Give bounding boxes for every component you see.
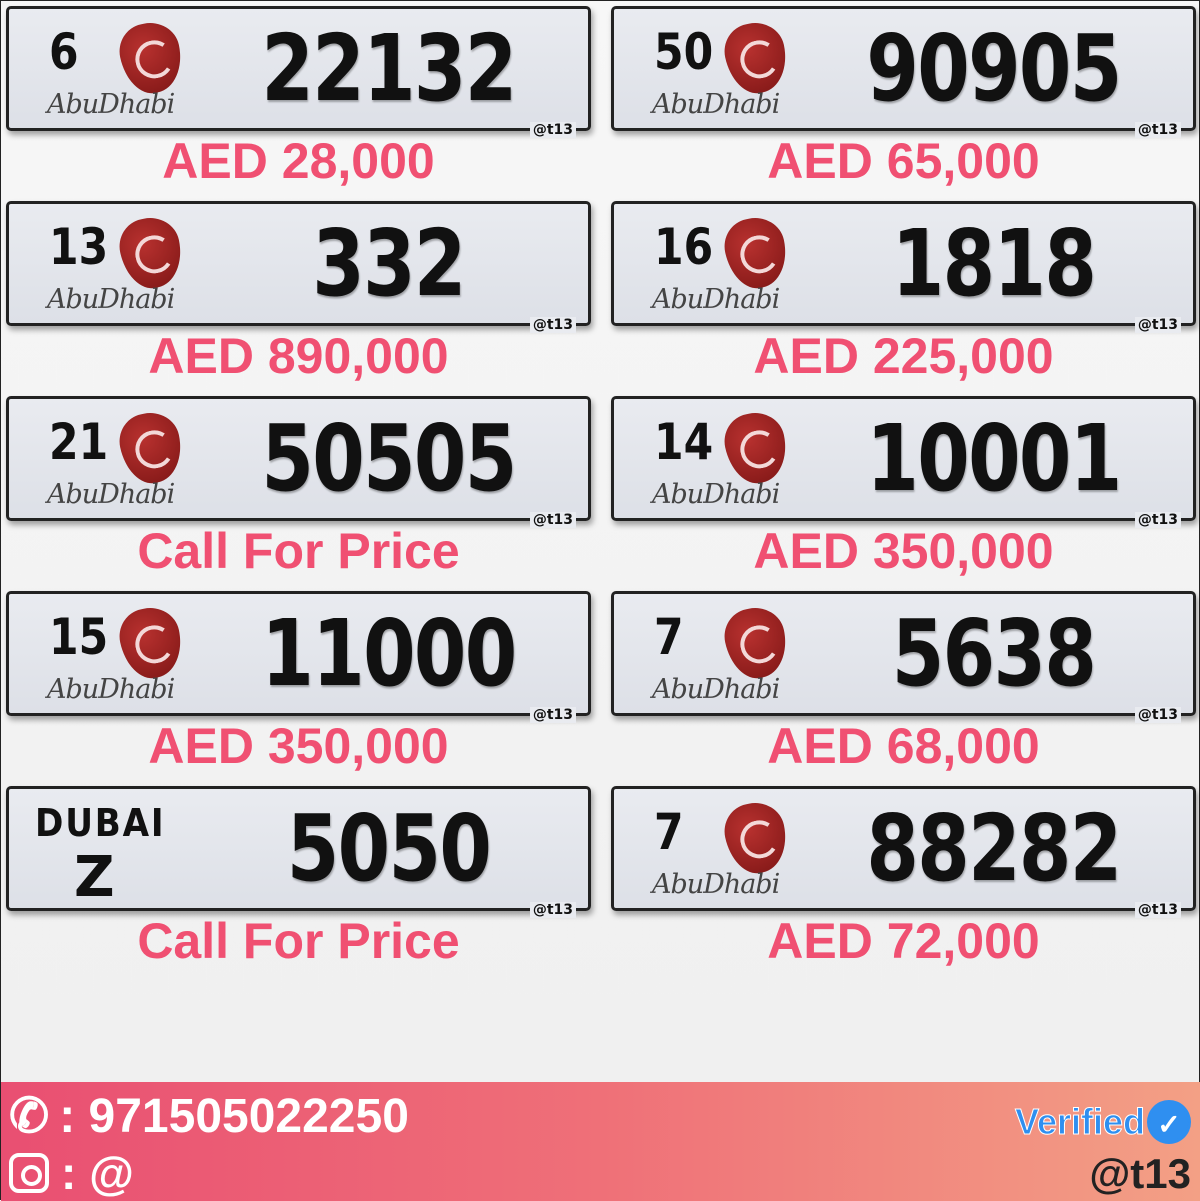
plate-price: AED 225,000 bbox=[753, 328, 1054, 384]
plate-listing[interactable]: 7 AbuDhabi 5638 @t13 AED 68,000 bbox=[611, 591, 1196, 786]
abu-dhabi-logo-icon bbox=[719, 407, 793, 489]
watermark: @t13 bbox=[1134, 317, 1181, 333]
plate-number: 90905 bbox=[866, 15, 1122, 122]
plate-price: AED 28,000 bbox=[162, 133, 435, 189]
plate-number: 332 bbox=[312, 210, 466, 317]
account-handle: @t13 bbox=[1089, 1150, 1191, 1197]
plate-price: AED 65,000 bbox=[767, 133, 1040, 189]
emirate-label: AbuDhabi bbox=[652, 284, 780, 315]
phone-number: : 971505022250 bbox=[59, 1089, 409, 1143]
license-plate: DUBAI Z 5050 @t13 bbox=[6, 786, 591, 918]
verified-check-icon: ✓ bbox=[1147, 1100, 1191, 1144]
plate-price: AED 68,000 bbox=[767, 718, 1040, 774]
plate-price: Call For Price bbox=[137, 523, 460, 579]
plate-listing[interactable]: 14 AbuDhabi 10001 @t13 AED 350,000 bbox=[611, 396, 1196, 591]
emirate-label: AbuDhabi bbox=[47, 89, 175, 120]
emirate-label: AbuDhabi bbox=[652, 479, 780, 510]
verified-label: Verified bbox=[1014, 1101, 1145, 1143]
plate-price: AED 890,000 bbox=[148, 328, 449, 384]
plate-code: Z bbox=[74, 845, 115, 910]
watermark: @t13 bbox=[1134, 902, 1181, 918]
watermark: @t13 bbox=[1134, 707, 1181, 723]
plate-code: 6 bbox=[49, 23, 79, 81]
plate-number: 1818 bbox=[891, 210, 1097, 317]
plate-code: 50 bbox=[654, 23, 714, 81]
plate-number: 5638 bbox=[891, 600, 1097, 707]
plate-price: Call For Price bbox=[137, 913, 460, 969]
plate-code: 14 bbox=[654, 413, 714, 471]
abu-dhabi-logo-icon bbox=[114, 212, 188, 294]
emirate-label: AbuDhabi bbox=[47, 284, 175, 315]
plate-number: 5050 bbox=[286, 795, 492, 902]
abu-dhabi-logo-icon bbox=[114, 602, 188, 684]
plate-listing[interactable]: 15 AbuDhabi 11000 @t13 AED 350,000 bbox=[6, 591, 591, 786]
plate-listing[interactable]: 50 AbuDhabi 90905 @t13 AED 65,000 bbox=[611, 6, 1196, 201]
plate-code: 13 bbox=[49, 218, 109, 276]
watermark: @t13 bbox=[529, 902, 576, 918]
watermark: @t13 bbox=[1134, 512, 1181, 528]
emirate-label: AbuDhabi bbox=[47, 479, 175, 510]
phone-row[interactable]: ✆: 971505022250 bbox=[9, 1088, 409, 1144]
emirate-label: AbuDhabi bbox=[652, 674, 780, 705]
plate-code: 7 bbox=[654, 608, 684, 666]
instagram-row[interactable]: : @ bbox=[9, 1146, 134, 1200]
emirate-label: AbuDhabi bbox=[652, 89, 780, 120]
watermark: @t13 bbox=[529, 122, 576, 138]
plate-number: 10001 bbox=[866, 405, 1122, 512]
watermark: @t13 bbox=[529, 317, 576, 333]
plate-number: 88282 bbox=[866, 795, 1122, 902]
abu-dhabi-logo-icon bbox=[719, 797, 793, 879]
instagram-handle: : @ bbox=[61, 1147, 134, 1199]
abu-dhabi-logo-icon bbox=[719, 212, 793, 294]
license-plate: 50 AbuDhabi 90905 @t13 bbox=[611, 6, 1196, 138]
plate-listing[interactable]: 16 AbuDhabi 1818 @t13 AED 225,000 bbox=[611, 201, 1196, 396]
plate-listing[interactable]: DUBAI Z 5050 @t13 Call For Price bbox=[6, 786, 591, 981]
plate-code: 15 bbox=[49, 608, 109, 666]
plate-listing[interactable]: 21 AbuDhabi 50505 @t13 Call For Price bbox=[6, 396, 591, 591]
emirate-label: AbuDhabi bbox=[47, 674, 175, 705]
phone-icon: ✆ bbox=[9, 1090, 50, 1143]
plate-price: AED 350,000 bbox=[148, 718, 449, 774]
plate-number: 50505 bbox=[261, 405, 517, 512]
emirate-label: DUBAI bbox=[35, 801, 166, 845]
plate-price: AED 350,000 bbox=[753, 523, 1054, 579]
plate-listing[interactable]: 7 AbuDhabi 88282 @t13 AED 72,000 bbox=[611, 786, 1196, 981]
verified-badge: Verified ✓ bbox=[1014, 1100, 1191, 1144]
watermark: @t13 bbox=[529, 707, 576, 723]
license-plate: 6 AbuDhabi 22132 @t13 bbox=[6, 6, 591, 138]
license-plate: 15 AbuDhabi 11000 @t13 bbox=[6, 591, 591, 723]
license-plate: 7 AbuDhabi 88282 @t13 bbox=[611, 786, 1196, 918]
license-plate: 21 AbuDhabi 50505 @t13 bbox=[6, 396, 591, 528]
watermark: @t13 bbox=[1134, 122, 1181, 138]
license-plate: 13 AbuDhabi 332 @t13 bbox=[6, 201, 591, 333]
contact-footer: ✆: 971505022250 : @ Verified ✓ @t13 bbox=[1, 1082, 1200, 1201]
plate-code: 21 bbox=[49, 413, 109, 471]
plate-listing[interactable]: 6 AbuDhabi 22132 @t13 AED 28,000 bbox=[6, 6, 591, 201]
plate-number: 11000 bbox=[261, 600, 517, 707]
license-plate: 7 AbuDhabi 5638 @t13 bbox=[611, 591, 1196, 723]
license-plate: 16 AbuDhabi 1818 @t13 bbox=[611, 201, 1196, 333]
abu-dhabi-logo-icon bbox=[719, 602, 793, 684]
emirate-label: AbuDhabi bbox=[652, 869, 780, 900]
plate-number: 22132 bbox=[261, 15, 517, 122]
plate-listing[interactable]: 13 AbuDhabi 332 @t13 AED 890,000 bbox=[6, 201, 591, 396]
plate-code: 7 bbox=[654, 803, 684, 861]
abu-dhabi-logo-icon bbox=[114, 17, 188, 99]
instagram-icon bbox=[9, 1153, 49, 1193]
abu-dhabi-logo-icon bbox=[114, 407, 188, 489]
abu-dhabi-logo-icon bbox=[719, 17, 793, 99]
plate-code: 16 bbox=[654, 218, 714, 276]
license-plate: 14 AbuDhabi 10001 @t13 bbox=[611, 396, 1196, 528]
watermark: @t13 bbox=[529, 512, 576, 528]
plate-price: AED 72,000 bbox=[767, 913, 1040, 969]
